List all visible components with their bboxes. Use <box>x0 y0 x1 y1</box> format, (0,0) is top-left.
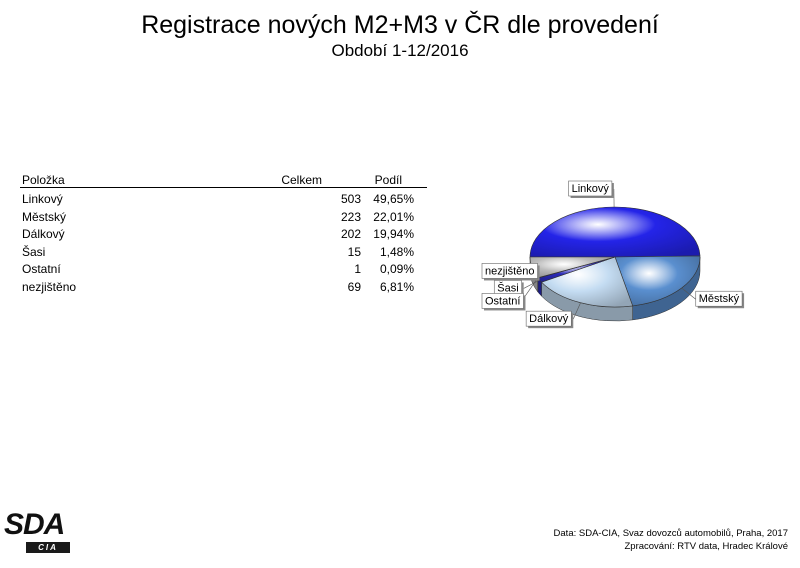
pie-slice-dalkovy <box>540 256 634 308</box>
header-share: Podíl <box>374 173 402 187</box>
header-total: Celkem <box>281 173 322 187</box>
chart-title: Registrace nových M2+M3 v ČR dle provede… <box>141 11 659 39</box>
row-share: 19,94% <box>373 227 414 241</box>
table-row: Ostatní 1 0,09% <box>20 262 430 280</box>
row-share: 22,01% <box>373 209 414 224</box>
pie-label-text: Šasi <box>497 281 518 294</box>
row-share: 49,65% <box>373 192 414 206</box>
table-row: nezjištěno 69 6,81% <box>20 280 430 298</box>
row-total: 1 <box>354 262 361 276</box>
pie-slice-linkovy <box>529 206 701 258</box>
row-share: 1,48% <box>379 244 414 259</box>
sda-cia-logo: SDA CIA <box>4 510 72 554</box>
row-item: Ostatní <box>22 262 61 276</box>
pie-label-nezjisteno: nezjištěno <box>481 263 540 281</box>
row-item: Městský <box>22 209 67 224</box>
pie-label-ostatni: Ostatní <box>481 277 539 311</box>
pie-label-linkovy: Linkový <box>568 180 615 208</box>
row-total: 202 <box>340 227 361 241</box>
table-row: Dálkový 202 19,94% <box>20 227 430 245</box>
row-total: 503 <box>340 192 361 206</box>
table-row: Linkový 503 49,65% <box>20 192 430 210</box>
table-row: Městský 223 22,01% <box>20 210 430 228</box>
pie-label-dalkovy: Dálkový <box>525 302 581 329</box>
row-total: 69 <box>347 279 361 294</box>
pie-label-text: Ostatní <box>485 295 520 307</box>
header-item: Položka <box>22 173 65 187</box>
pie-slice-mestsky <box>614 255 701 307</box>
row-share: 0,09% <box>379 262 414 276</box>
logo-cia-text: CIA <box>26 542 70 553</box>
footer-credits: Data: SDA-CIA, Svaz dovozců automobilů, … <box>554 527 788 553</box>
row-total: 15 <box>347 244 361 259</box>
row-share: 6,81% <box>379 279 414 294</box>
pie-label-text: Linkový <box>572 183 610 195</box>
footer-source: Data: SDA-CIA, Svaz dovozců automobilů, … <box>553 528 788 539</box>
table-row: Šasi 15 1,48% <box>20 245 430 263</box>
row-item: Šasi <box>22 244 46 259</box>
pie-label-mestsky: Městský <box>681 287 745 309</box>
row-item: Linkový <box>22 192 63 206</box>
chart-subtitle: Období 1-12/2016 <box>331 41 469 60</box>
table-header: Položka Celkem Podíl <box>20 174 427 188</box>
pie-label-text: Dálkový <box>529 313 569 325</box>
pie-side-walls <box>529 256 701 322</box>
footer-processing: Zpracování: RTV data, Hradec Králové <box>624 541 788 552</box>
pie-label-text: nezjištěno <box>485 265 535 277</box>
pie-label-text: Městský <box>699 293 740 305</box>
row-total: 223 <box>340 209 361 224</box>
table-body: Linkový 503 49,65% Městský 223 22,01% Dá… <box>20 192 430 297</box>
data-table: Položka Celkem Podíl Linkový 503 49,65% … <box>20 174 430 297</box>
row-item: nezjištěno <box>22 279 77 294</box>
row-item: Dálkový <box>22 227 65 241</box>
logo-sda-text: SDA <box>4 508 65 541</box>
